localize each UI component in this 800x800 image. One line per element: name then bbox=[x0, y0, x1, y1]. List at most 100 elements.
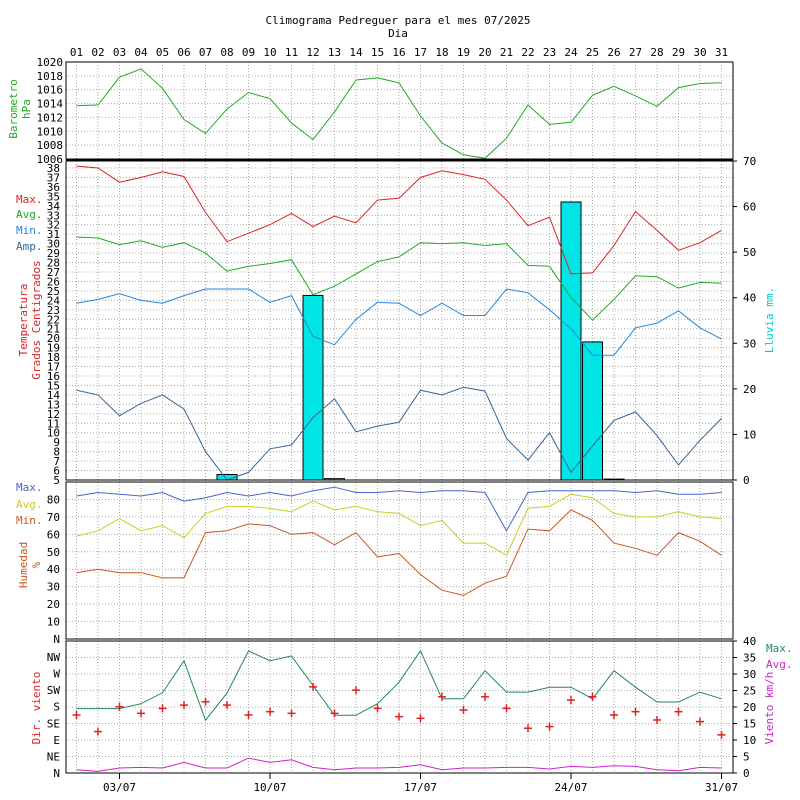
wind-dir-tick-label: W bbox=[53, 668, 60, 681]
rain-tick-label: 30 bbox=[743, 337, 756, 350]
wind-speed-tick-label: 40 bbox=[743, 635, 756, 648]
wind-dir-marker bbox=[567, 696, 575, 705]
wind-speed-tick-label: 35 bbox=[743, 652, 756, 665]
rain-tick-label: 40 bbox=[743, 292, 756, 305]
pressure-tick-label: 1006 bbox=[37, 153, 64, 166]
day-label: 14 bbox=[349, 46, 363, 59]
temp-tick-label: 23 bbox=[47, 304, 60, 317]
day-label: 03 bbox=[113, 46, 126, 59]
day-label: 09 bbox=[242, 46, 255, 59]
humidity-line-avg bbox=[76, 493, 722, 557]
wind-dir-marker bbox=[631, 707, 640, 716]
temp-tick-label: 11 bbox=[47, 417, 60, 430]
humidity-legend-avg: Avg. bbox=[16, 498, 43, 511]
temp-tick-label: 26 bbox=[47, 275, 60, 288]
temp-tick-label: 6 bbox=[53, 465, 60, 478]
rain-tick-label: 70 bbox=[743, 155, 756, 168]
temp-tick-label: 17 bbox=[47, 361, 60, 374]
wind-dir-marker bbox=[416, 714, 425, 723]
wind-dir-marker bbox=[72, 711, 81, 719]
wind-dir-marker bbox=[502, 704, 511, 713]
wind-dir-tick-label: SW bbox=[47, 684, 61, 697]
temp-tick-label: 34 bbox=[47, 200, 61, 213]
day-label: 31 bbox=[715, 46, 728, 59]
temp-tick-label: 31 bbox=[47, 228, 60, 241]
temp-tick-label: 37 bbox=[47, 171, 60, 184]
temp-tick-label: 38 bbox=[47, 162, 60, 175]
day-label: 13 bbox=[328, 46, 341, 59]
wind-speed-tick-label: 5 bbox=[743, 751, 750, 764]
date-label: 03/07 bbox=[103, 781, 136, 794]
wind-max-line bbox=[76, 649, 722, 722]
temp-tick-label: 16 bbox=[47, 370, 60, 383]
humidity-line-max bbox=[76, 486, 722, 532]
rain-tick-label: 50 bbox=[743, 246, 756, 259]
day-label: 21 bbox=[500, 46, 513, 59]
panel-frame bbox=[65, 481, 734, 640]
temp-legend-avg: Avg. bbox=[16, 208, 43, 221]
temp-tick-label: 30 bbox=[47, 238, 60, 251]
day-label: 29 bbox=[672, 46, 685, 59]
temp-tick-label: 14 bbox=[47, 389, 61, 402]
wind-speed-tick-label: 15 bbox=[743, 718, 756, 731]
day-label: 01 bbox=[70, 46, 83, 59]
wind-dir-marker bbox=[352, 686, 360, 695]
temp-tick-label: 18 bbox=[47, 351, 60, 364]
day-label: 10 bbox=[263, 46, 276, 59]
date-label: 24/07 bbox=[554, 781, 587, 794]
date-label: 17/07 bbox=[404, 781, 437, 794]
humidity-legend-max: Max. bbox=[16, 481, 43, 494]
wind-speed-tick-label: 25 bbox=[743, 685, 756, 698]
temp-legend-amp: Amp. bbox=[16, 240, 43, 253]
humidity-tick-label: N bbox=[53, 633, 60, 646]
humidity-line-min bbox=[76, 509, 722, 596]
day-label: 11 bbox=[285, 46, 298, 59]
wind-dir-tick-label: S bbox=[53, 701, 60, 714]
panel-frame bbox=[65, 640, 734, 774]
chart-subtitle: Dia bbox=[388, 27, 408, 40]
chart-title: Climograma Pedreguer para el mes 07/2025 bbox=[266, 14, 531, 27]
temp-tick-label: 13 bbox=[47, 398, 60, 411]
day-label: 25 bbox=[586, 46, 599, 59]
day-label: 26 bbox=[607, 46, 620, 59]
temp-tick-label: 19 bbox=[47, 342, 60, 355]
pressure-line bbox=[76, 68, 722, 159]
temp-tick-label: 28 bbox=[47, 257, 60, 270]
wind-dir-marker bbox=[373, 704, 382, 713]
date-label: 10/07 bbox=[253, 781, 286, 794]
wind-legend-max: Max. bbox=[766, 642, 793, 655]
wind-dir-marker bbox=[438, 692, 446, 701]
temp-tick-label: 29 bbox=[47, 247, 60, 260]
humidity-tick-label: 40 bbox=[47, 563, 60, 576]
temp-tick-label: 9 bbox=[53, 436, 60, 449]
wind-speed-axis-title: Viento km/h bbox=[763, 672, 776, 745]
wind-speed-tick-label: 30 bbox=[743, 668, 756, 681]
temp-line-max bbox=[76, 165, 722, 275]
day-label: 02 bbox=[91, 46, 104, 59]
humidity-tick-label: 20 bbox=[47, 598, 60, 611]
wind-speed-tick-label: 10 bbox=[743, 734, 756, 747]
humidity-tick-label: 80 bbox=[47, 493, 60, 506]
temp-tick-label: 8 bbox=[53, 446, 60, 459]
wind-dir-marker bbox=[481, 692, 489, 701]
humidity-tick-label: 70 bbox=[47, 511, 60, 524]
wind-dir-marker bbox=[459, 706, 468, 715]
wind-dir-marker bbox=[717, 730, 726, 739]
wind-dir-marker bbox=[244, 711, 253, 719]
wind-dir-tick-label: NW bbox=[47, 651, 61, 664]
rain-bar bbox=[582, 341, 603, 481]
day-label: 07 bbox=[199, 46, 212, 59]
day-label: 18 bbox=[435, 46, 448, 59]
temp-tick-label: 27 bbox=[47, 266, 60, 279]
wind-dir-marker bbox=[94, 727, 102, 736]
temp-tick-label: 33 bbox=[47, 209, 60, 222]
temp-tick-label: 36 bbox=[47, 181, 60, 194]
temp-line-avg bbox=[76, 236, 722, 321]
temp-tick-label: 24 bbox=[47, 294, 61, 307]
wind-dir-marker bbox=[223, 701, 231, 710]
temp-tick-label: 10 bbox=[47, 427, 60, 440]
temp-legend-max: Max. bbox=[16, 193, 43, 206]
day-label: 04 bbox=[134, 46, 148, 59]
rain-bar bbox=[560, 201, 582, 481]
